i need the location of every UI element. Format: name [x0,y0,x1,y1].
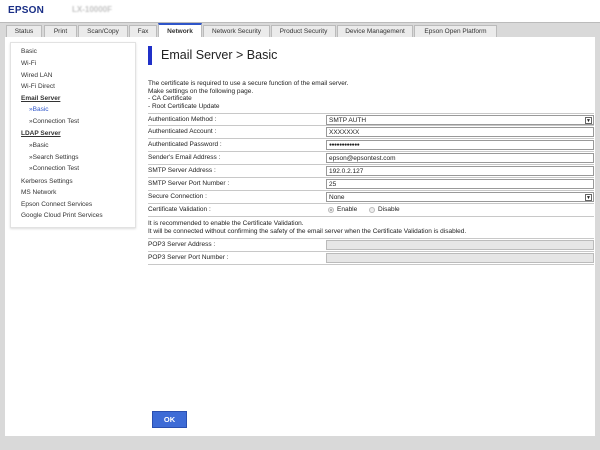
note-line: It will be connected without confirming … [148,227,467,235]
sidebar: Basic Wi-Fi Wired LAN Wi-Fi Direct Email… [10,42,136,228]
account-label: Authenticated Account : [148,128,217,135]
form-row: SMTP Server Port Number : 25 [148,178,594,191]
tab-epson-open-platform[interactable]: Epson Open Platform [414,25,497,38]
sender-email-input[interactable]: epson@epsontest.com [326,153,594,163]
sidebar-item-basic[interactable]: Basic [21,48,37,55]
secure-connection-value: None [329,194,345,201]
intro-line: - CA Certificate [148,95,192,102]
ok-button[interactable]: OK [152,411,187,428]
sidebar-item-email-basic[interactable]: »Basic [29,106,49,113]
auth-method-label: Authentication Method : [148,116,217,123]
smtp-port-input[interactable]: 25 [326,179,594,189]
secure-connection-select[interactable]: None ▼ [326,192,594,202]
form-row: Authentication Method : SMTP AUTH ▼ [148,113,594,126]
sidebar-item-epson-connect[interactable]: Epson Connect Services [21,201,93,208]
sidebar-item-ldap-server[interactable]: LDAP Server [21,130,61,137]
cert-disable-radio[interactable]: Disable [369,206,400,213]
cert-disable-label: Disable [378,206,400,213]
form-row: Sender's Email Address : epson@epsontest… [148,152,594,165]
sidebar-item-wifi-direct[interactable]: Wi-Fi Direct [21,83,55,90]
account-input[interactable]: XXXXXXX [326,127,594,137]
tab-status[interactable]: Status [6,25,42,38]
form-row: Authenticated Account : XXXXXXX [148,126,594,139]
email-server-form: Authentication Method : SMTP AUTH ▼ Authe… [148,113,594,265]
tab-device-management[interactable]: Device Management [337,25,413,38]
pop3-address-label: POP3 Server Address : [148,241,216,248]
pop3-address-input [326,240,594,250]
auth-method-select[interactable]: SMTP AUTH ▼ [326,115,594,125]
cert-validation-label: Certificate Validation : [148,206,211,213]
password-input[interactable]: ●●●●●●●●●●●● [326,140,594,150]
form-row: SMTP Server Address : 192.0.2.127 [148,165,594,178]
cert-validation-note: It is recommended to enable the Certific… [148,217,594,239]
sidebar-item-wifi[interactable]: Wi-Fi [21,60,37,67]
sidebar-item-google-cloud-print[interactable]: Google Cloud Print Services [21,212,103,219]
smtp-address-label: SMTP Server Address : [148,167,216,174]
form-row: POP3 Server Address : [148,239,594,252]
radio-unselected-icon [369,206,375,213]
intro-line: - Root Certificate Update [148,102,220,110]
cert-enable-label: Enable [337,206,358,213]
sidebar-item-ldap-search-settings[interactable]: »Search Settings [29,154,79,161]
sidebar-item-wired-lan[interactable]: Wired LAN [21,72,53,79]
sidebar-item-ldap-connection-test[interactable]: »Connection Test [29,165,80,172]
tab-network[interactable]: Network [158,23,202,38]
model-name: LX-10000F [72,5,113,14]
secure-connection-label: Secure Connection : [148,193,207,200]
intro-text: The certificate is required to use a sec… [148,80,349,110]
epson-logo: EPSON [8,5,45,16]
form-row: Certificate Validation : Enable Disable [148,204,594,217]
smtp-address-input[interactable]: 192.0.2.127 [326,166,594,176]
chevron-down-icon: ▼ [585,117,592,124]
header: EPSON LX-10000F [0,0,600,22]
tab-network-security[interactable]: Network Security [203,25,270,38]
intro-line: Make settings on the following page. [148,87,254,95]
sidebar-item-kerberos[interactable]: Kerberos Settings [21,178,73,185]
note-line: It is recommended to enable the Certific… [148,220,304,227]
pop3-port-label: POP3 Server Port Number : [148,254,229,261]
radio-selected-icon [328,206,334,213]
sidebar-item-email-connection-test[interactable]: »Connection Test [29,118,80,125]
sidebar-item-email-server[interactable]: Email Server [21,95,61,102]
chevron-down-icon: ▼ [585,194,592,201]
form-row: Secure Connection : None ▼ [148,191,594,204]
sidebar-item-ms-network[interactable]: MS Network [21,189,57,196]
form-row: POP3 Server Port Number : [148,252,594,265]
tab-fax[interactable]: Fax [129,25,157,38]
sidebar-item-ldap-basic[interactable]: »Basic [29,142,49,149]
tab-scan-copy[interactable]: Scan/Copy [78,25,128,38]
smtp-port-label: SMTP Server Port Number : [148,180,230,187]
cert-enable-radio[interactable]: Enable [328,206,357,213]
form-row: Authenticated Password : ●●●●●●●●●●●● [148,139,594,152]
pop3-port-input [326,253,594,263]
tab-bar: Status Print Scan/Copy Fax Network Netwo… [0,22,600,38]
password-label: Authenticated Password : [148,141,222,148]
tab-print[interactable]: Print [44,25,77,38]
tab-product-security[interactable]: Product Security [271,25,336,38]
intro-line: The certificate is required to use a sec… [148,80,349,87]
page-title: Email Server > Basic [148,46,277,65]
auth-method-value: SMTP AUTH [329,117,367,124]
sender-label: Sender's Email Address : [148,154,221,161]
